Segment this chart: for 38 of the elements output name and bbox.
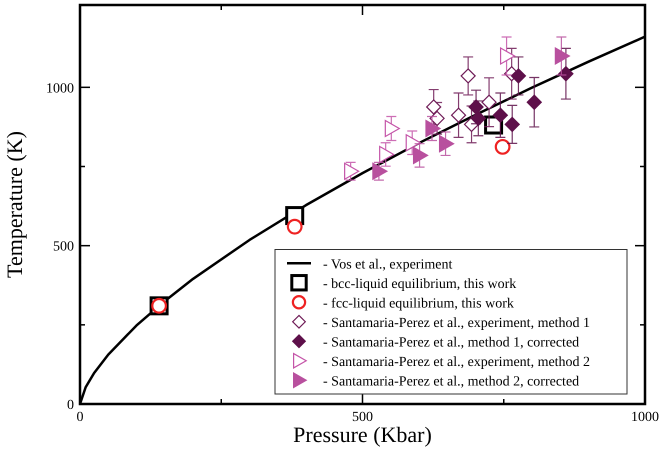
point	[460, 68, 476, 84]
legend-label: - Santamaria-Perez et al., experiment, method 2	[323, 354, 590, 370]
x-tick-label: 500	[352, 410, 373, 425]
x-tick-label: 0	[76, 410, 84, 425]
point	[384, 120, 400, 138]
legend-label: - bcc-liquid equilibrium, this work	[323, 276, 516, 292]
point	[372, 162, 388, 180]
point	[429, 110, 445, 126]
point	[412, 146, 428, 164]
legend-label: - Santamaria-Perez et al., method 2, corrected	[323, 374, 580, 390]
point	[500, 47, 516, 65]
y-tick-label: 500	[53, 240, 74, 255]
point	[450, 108, 466, 123]
point	[504, 116, 520, 132]
point	[492, 108, 508, 123]
x-axis-title: Pressure (Kbar)	[293, 422, 432, 447]
point	[426, 99, 442, 115]
y-axis-title: Temperature (K)	[2, 131, 27, 278]
point	[494, 138, 511, 155]
legend-label: - Santamaria-Perez et al., method 1, corrected	[323, 335, 580, 350]
x-tick-label: 1000	[631, 410, 659, 425]
legend-label: - fcc-liquid equilibrium, this work	[323, 296, 514, 312]
y-tick-label: 1000	[46, 81, 74, 96]
point	[438, 135, 454, 152]
point	[379, 146, 394, 164]
point	[406, 134, 421, 152]
point	[286, 218, 303, 235]
legend-label: - Santamaria-Perez et al., experiment, method 1	[323, 316, 590, 331]
point	[344, 162, 360, 180]
point	[510, 68, 526, 84]
point	[481, 94, 497, 110]
legend-label: - Vos et al., experiment	[323, 257, 452, 272]
y-tick-label: 0	[67, 398, 74, 413]
point	[526, 94, 542, 110]
point	[470, 110, 486, 126]
point	[425, 120, 441, 138]
point	[468, 99, 484, 115]
point	[554, 47, 570, 65]
